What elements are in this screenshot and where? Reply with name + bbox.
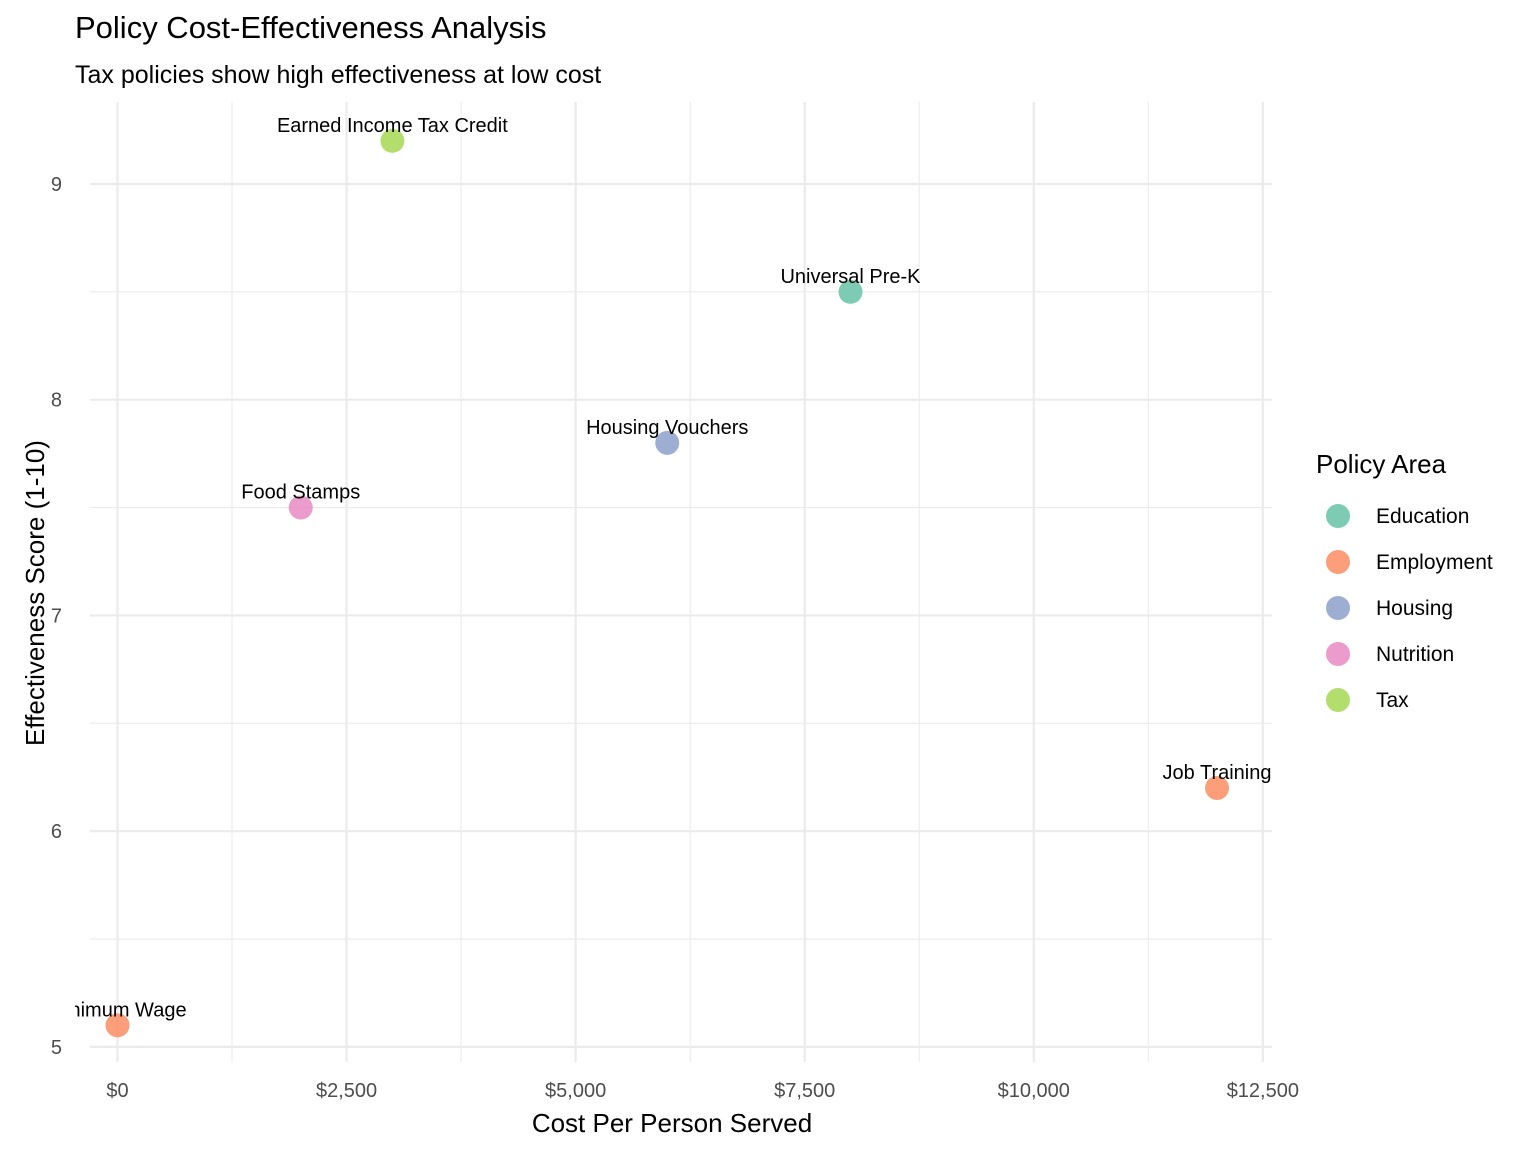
data-point-label: Universal Pre-K bbox=[780, 266, 921, 288]
y-axis-title: Effectiveness Score (1-10) bbox=[20, 440, 50, 746]
y-tick-label: 5 bbox=[51, 1037, 62, 1059]
y-tick-label: 9 bbox=[51, 174, 62, 196]
x-tick-label: $2,500 bbox=[316, 1080, 377, 1102]
x-axis-title: Cost Per Person Served bbox=[532, 1108, 812, 1138]
x-tick-label: $12,500 bbox=[1227, 1080, 1299, 1102]
x-tick-label: $10,000 bbox=[998, 1080, 1070, 1102]
legend-swatch bbox=[1326, 504, 1350, 528]
legend-label: Employment bbox=[1376, 551, 1493, 574]
y-tick-label: 6 bbox=[51, 821, 62, 843]
legend-label: Nutrition bbox=[1376, 643, 1454, 666]
axes: $0 $2,500 $5,000 $7,500 $10,000 $12,500 5 6 7 8 9 bbox=[51, 174, 1299, 1102]
data-point-label: Minimum Wage bbox=[48, 999, 186, 1021]
x-tick-label: $0 bbox=[106, 1080, 128, 1102]
data-point-label: Earned Income Tax Credit bbox=[277, 115, 508, 137]
legend-swatch bbox=[1326, 642, 1350, 666]
legend-swatch bbox=[1326, 688, 1350, 712]
legend: Policy Area Education Employment Housing Nu… bbox=[1316, 449, 1493, 712]
legend-swatch bbox=[1326, 550, 1350, 574]
x-tick-label: $7,500 bbox=[774, 1080, 835, 1102]
legend-title: Policy Area bbox=[1316, 449, 1447, 479]
y-tick-label: 8 bbox=[51, 390, 62, 412]
data-point bbox=[380, 128, 405, 153]
x-tick-label: $5,000 bbox=[545, 1080, 606, 1102]
legend-swatch bbox=[1326, 596, 1350, 620]
chart-subtitle: Tax policies show high effectiveness at … bbox=[75, 61, 601, 89]
grid bbox=[90, 102, 1272, 1062]
data-point bbox=[655, 430, 680, 455]
legend-label: Education bbox=[1376, 505, 1469, 528]
legend-label: Housing bbox=[1376, 597, 1453, 620]
data-point-label: Food Stamps bbox=[241, 482, 360, 504]
data-point bbox=[288, 495, 313, 520]
data-point bbox=[1205, 776, 1230, 801]
point-labels: Earned Income Tax Credit Universal Pre-K H… bbox=[48, 115, 1272, 1021]
y-tick-label: 7 bbox=[51, 605, 62, 627]
data-points bbox=[105, 128, 1230, 1038]
chart-title: Policy Cost-Effectiveness Analysis bbox=[75, 10, 547, 45]
data-point-label: Housing Vouchers bbox=[586, 417, 748, 439]
data-point bbox=[838, 279, 863, 304]
data-point-label: Job Training bbox=[1163, 762, 1272, 784]
data-point bbox=[105, 1013, 130, 1038]
legend-label: Tax bbox=[1376, 689, 1409, 712]
